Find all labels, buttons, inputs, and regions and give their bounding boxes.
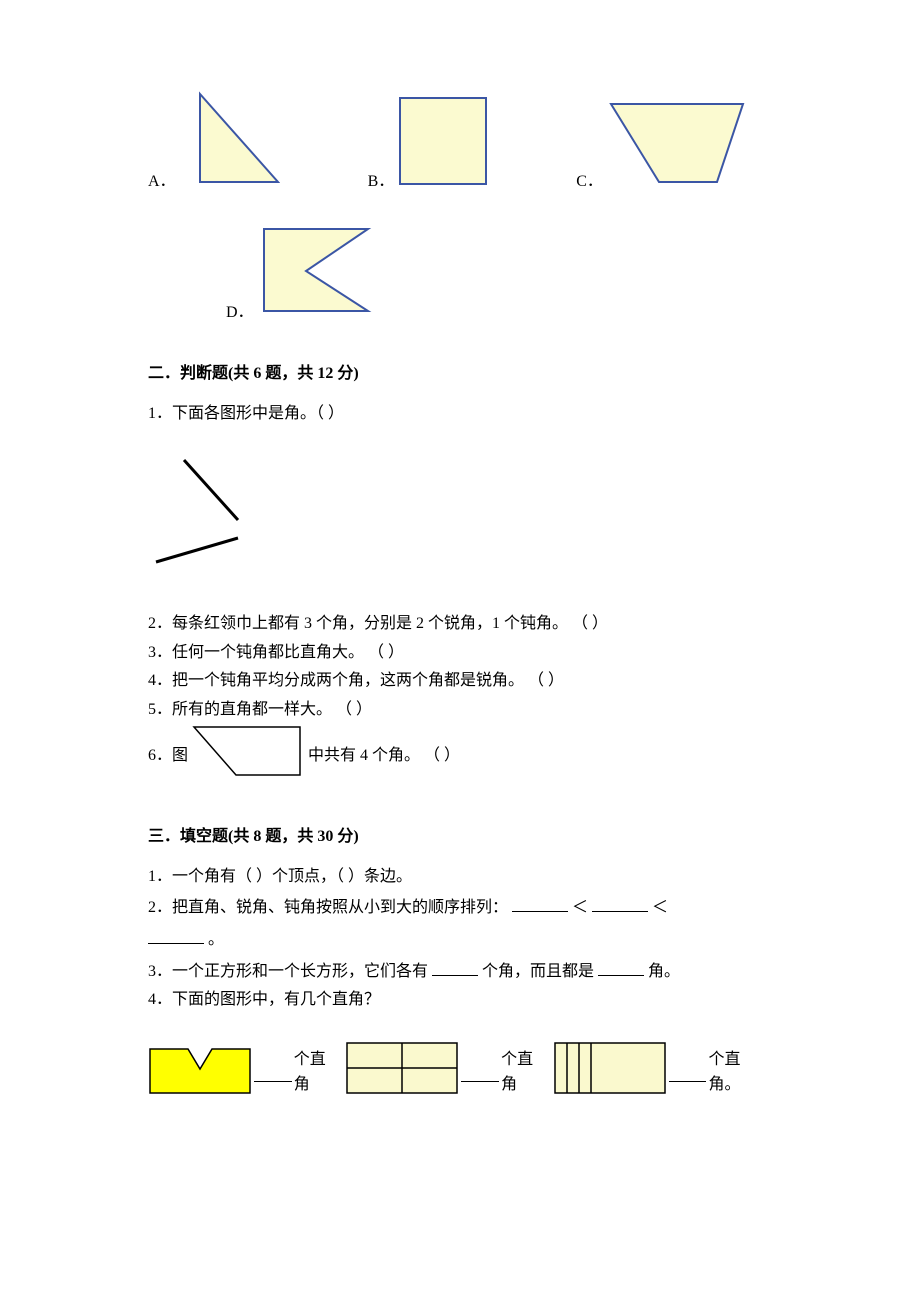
choice-d-label: D． [226,300,254,326]
fill-shapes-row: 个直角 个直角 个直角 [148,1041,772,1104]
fill-blank-1 [254,1063,292,1082]
fill-blank-2 [461,1063,499,1082]
choice-row-2: D． [226,223,772,326]
s2-q3: 3．任何一个钝角都比直角大。 （ ） [148,640,772,666]
s3-q3: 3．一个正方形和一个长方形，它们各有 个角，而且都是 角。 [148,956,772,985]
s3-q3-c: 角。 [648,963,680,980]
document-page: A． B． C． D． [0,0,920,1302]
triangle-shape-icon [180,90,280,195]
blank-4 [432,956,478,976]
section-2-title: 二．判断题(共 6 题，共 12 分) [148,361,772,387]
choice-c: C． [576,100,747,195]
blank-5 [598,956,644,976]
section-3-title: 三．填空题(共 8 题，共 30 分) [148,824,772,850]
blank-2 [592,892,648,912]
s2-q5: 5．所有的直角都一样大。 （ ） [148,697,772,723]
choice-a-label: A． [148,169,176,195]
s2-q6-suffix: 中共有 4 个角。 （ ） [308,747,460,764]
choice-c-label: C． [576,169,603,195]
fill-label-1: 个直角 [294,1047,342,1098]
fill-label-3: 个直角。 [708,1047,772,1098]
s3-q2-lt2: ＜ [652,899,668,916]
s2-q6: 6．图 中共有 4 个角。 （ ） [148,725,772,788]
s3-q2-lt1: ＜ [572,899,588,916]
blank-3 [148,924,204,944]
choice-b-label: B． [368,169,395,195]
s3-q2-line2: 。 [148,924,772,953]
fill-label-2: 个直角 [501,1047,549,1098]
quad-shape-icon [607,100,747,195]
notched-rect-icon [148,1041,252,1104]
square-shape-icon [398,96,488,195]
s3-q3-a: 3．一个正方形和一个长方形，它们各有 [148,963,428,980]
s3-q1: 1．一个角有（ ）个顶点，（ ）条边。 [148,864,772,890]
fill-shape-2: 个直角 [345,1041,548,1104]
s3-q3-b: 个角，而且都是 [482,963,594,980]
s2-q6-prefix: 6．图 [148,747,188,764]
s3-q4: 4．下面的图形中，有几个直角？ [148,987,772,1013]
choice-b: B． [368,96,489,195]
fill-shape-1: 个直角 [148,1041,341,1104]
s2-q2: 2．每条红领巾上都有 3 个角，分别是 2 个锐角，1 个钝角。 （ ） [148,611,772,637]
s2-q4: 4．把一个钝角平均分成两个角，这两个角都是锐角。 （ ） [148,668,772,694]
fill-blank-3 [669,1063,707,1082]
choice-row-1: A． B． C． [148,90,772,195]
blank-1 [512,892,568,912]
s3-q2-a: 2．把直角、锐角、钝角按照从小到大的顺序排列： [148,899,508,916]
choice-a: A． [148,90,280,195]
s3-q2: 2．把直角、锐角、钝角按照从小到大的顺序排列： ＜ ＜ [148,892,772,921]
concave-shape-icon [258,223,374,326]
s3-q2-tail: 。 [208,931,224,948]
s2-q1: 1．下面各图形中是角。（ ） [148,401,772,427]
grid-2x2-icon [345,1041,459,1104]
small-quad-icon [192,766,308,783]
vstripe-rect-icon [553,1041,667,1104]
fill-shape-3: 个直角。 [553,1041,772,1104]
angle-figure-icon [148,454,772,583]
